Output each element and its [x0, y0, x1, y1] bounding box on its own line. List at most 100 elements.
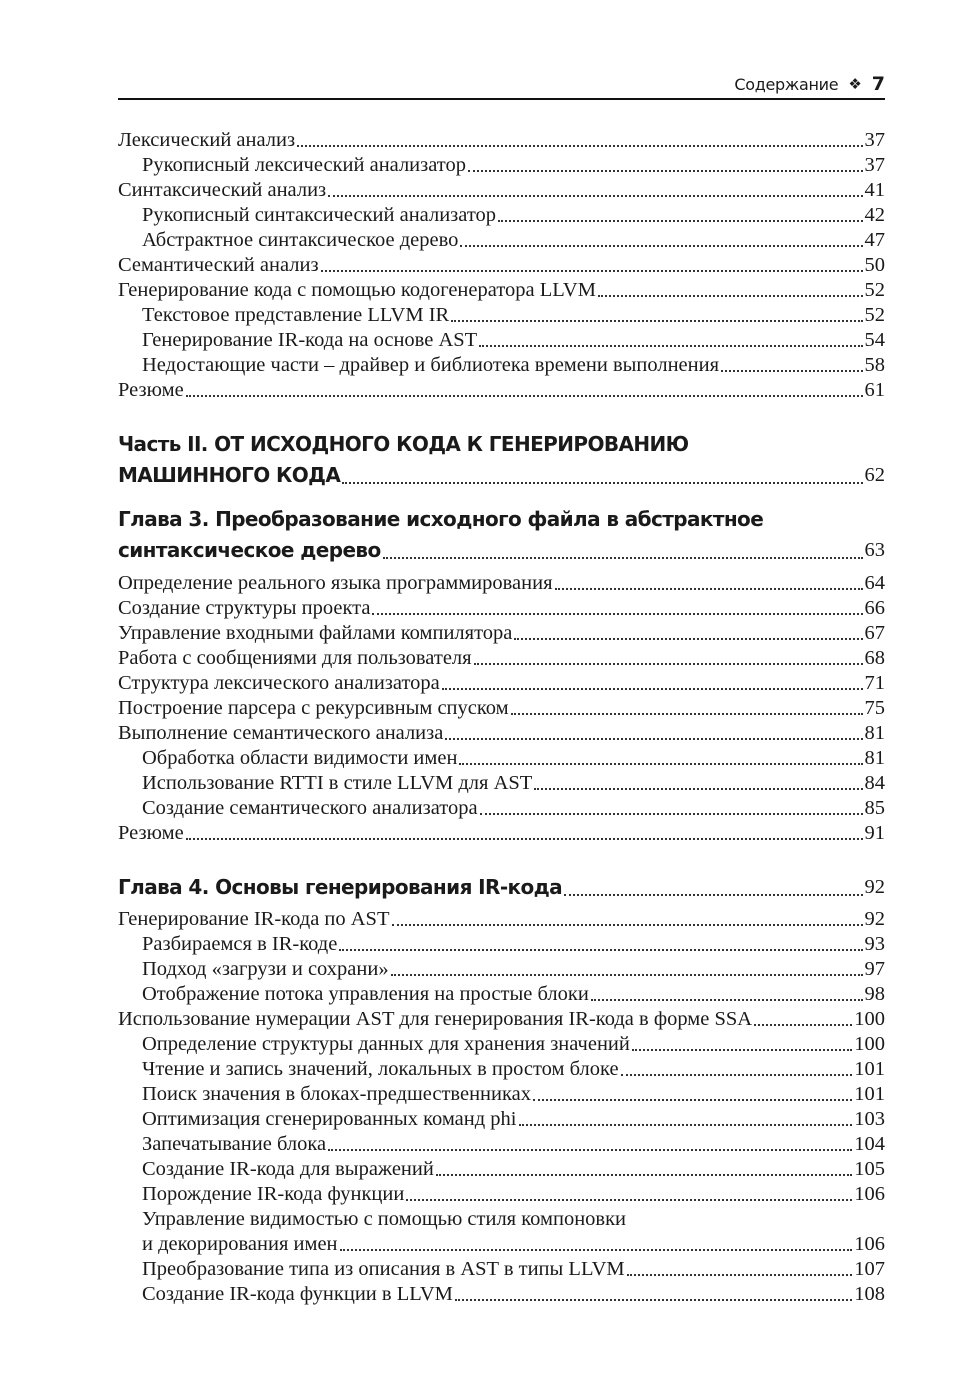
toc-entry[interactable]: Абстрактное синтаксическое дерево 47	[118, 228, 885, 253]
toc-entry[interactable]: Генерирование IR-кода по AST 92	[118, 907, 885, 932]
toc-heading[interactable]: МАШИННОГО КОДА 62	[118, 460, 885, 491]
toc-entry[interactable]: Синтаксический анализ 41	[118, 178, 885, 203]
dot-leader	[185, 838, 863, 840]
dot-leader	[479, 813, 863, 815]
toc-heading-block: Глава 4. Основы генерирования IR-кода 92	[118, 872, 885, 903]
toc-entry[interactable]: Определение реального языка программиров…	[118, 571, 885, 596]
toc-entry[interactable]: Оптимизация сгенерированных команд phi 10…	[118, 1107, 885, 1132]
entry-page-number: 106	[854, 1233, 885, 1255]
entry-page-number: 105	[854, 1158, 885, 1180]
entry-page-number: 81	[864, 722, 886, 744]
entry-title: Чтение и запись значений, локальных в пр…	[142, 1058, 619, 1080]
toc-entry[interactable]: Создание IR-кода функции в LLVM 108	[118, 1282, 885, 1307]
toc-entry[interactable]: Отображение потока управления на простые…	[118, 982, 885, 1007]
toc-entry[interactable]: Создание структуры проекта 66	[118, 596, 885, 621]
toc-entry[interactable]: Построение парсера с рекурсивным спуском…	[118, 696, 885, 721]
dot-leader	[454, 1299, 853, 1301]
entry-title: Создание структуры проекта	[118, 597, 371, 619]
dot-leader	[721, 370, 863, 372]
dot-leader	[473, 663, 863, 665]
toc-entry[interactable]: Использование нумерации AST для генериро…	[118, 1007, 885, 1032]
toc-entry[interactable]: Структура лексического анализатора 71	[118, 671, 885, 696]
entry-title: Глава 4. Основы генерирования IR-кода	[118, 875, 563, 899]
entry-title: Определение реального языка программиров…	[118, 572, 553, 594]
toc-entry[interactable]: Управление входными файлами компилятора 6…	[118, 621, 885, 646]
toc-heading[interactable]: Глава 4. Основы генерирования IR-кода 92	[118, 872, 885, 903]
toc-entry[interactable]: Разбираемся в IR-коде 93	[118, 932, 885, 957]
dot-leader	[479, 345, 863, 347]
toc-entry[interactable]: Определение структуры данных для хранени…	[118, 1032, 885, 1057]
entry-title: Лексический анализ	[118, 129, 296, 151]
entry-page-number: 101	[854, 1083, 885, 1105]
entry-title: Запечатывание блока	[142, 1133, 327, 1155]
dot-leader	[510, 713, 863, 715]
entry-title: Рукописный синтаксический анализатор	[142, 204, 497, 226]
entry-page-number: 58	[864, 354, 886, 376]
toc-entry[interactable]: Запечатывание блока 104	[118, 1132, 885, 1157]
entry-page-number: 75	[864, 697, 886, 719]
entry-title: Семантический анализ	[118, 254, 319, 276]
entry-title: Работа с сообщениями для пользователя	[118, 647, 472, 669]
toc-entry[interactable]: Резюме 91	[118, 821, 885, 846]
toc-entry[interactable]: и декорирования имен 106	[118, 1232, 885, 1257]
toc-entry[interactable]: Лексический анализ 37	[118, 128, 885, 153]
entry-title: Создание семантического анализатора	[142, 797, 478, 819]
toc-entry[interactable]: Преобразование типа из описания в AST в …	[118, 1257, 885, 1282]
dot-leader	[390, 974, 863, 976]
toc-entry[interactable]: Обработка области видимости имен 81	[118, 746, 885, 771]
entry-title: Часть II. ОТ ИСХОДНОГО КОДА К ГЕНЕРИРОВА…	[118, 432, 689, 456]
toc-entry[interactable]: Генерирование кода с помощью кодогенерат…	[118, 278, 885, 303]
dot-leader	[554, 588, 863, 590]
entry-title: Поиск значения в блоках-предшественниках	[142, 1083, 531, 1105]
dot-leader	[451, 320, 863, 322]
toc-heading[interactable]: синтаксическое дерево 63	[118, 535, 885, 566]
toc-entry[interactable]: Порождение IR-кода функции 106	[118, 1182, 885, 1207]
dot-leader	[185, 395, 863, 397]
entry-title: Преобразование типа из описания в AST в …	[142, 1258, 625, 1280]
toc-entry[interactable]: Недостающие части – драйвер и библиотека…	[118, 353, 885, 378]
entry-page-number: 106	[854, 1183, 885, 1205]
entry-page-number: 92	[864, 908, 886, 930]
toc-heading-block: Часть II. ОТ ИСХОДНОГО КОДА К ГЕНЕРИРОВА…	[118, 429, 885, 491]
entry-page-number: 37	[864, 154, 886, 176]
entry-title: Управление видимостью с помощью стиля ко…	[142, 1208, 627, 1230]
toc-heading[interactable]: Часть II. ОТ ИСХОДНОГО КОДА К ГЕНЕРИРОВА…	[118, 429, 885, 460]
toc-entry[interactable]: Резюме 61	[118, 378, 885, 403]
entry-page-number: 66	[864, 597, 886, 619]
dot-leader	[297, 145, 863, 147]
toc-entry[interactable]: Выполнение семантического анализа 81	[118, 721, 885, 746]
toc-entry[interactable]: Работа с сообщениями для пользователя 68	[118, 646, 885, 671]
toc-entry[interactable]: Семантический анализ 50	[118, 253, 885, 278]
ornament-icon: ❖	[848, 75, 862, 93]
toc-entry[interactable]: Генерирование IR-кода на основе AST 54	[118, 328, 885, 353]
toc-entry[interactable]: Управление видимостью с помощью стиля ко…	[118, 1207, 885, 1232]
entry-title: Управление входными файлами компилятора	[118, 622, 513, 644]
toc-entry[interactable]: Чтение и запись значений, локальных в пр…	[118, 1057, 885, 1082]
toc-entry[interactable]: Создание IR-кода для выражений 105	[118, 1157, 885, 1182]
toc-entry[interactable]: Поиск значения в блоках-предшественниках…	[118, 1082, 885, 1107]
entry-page-number: 97	[864, 958, 886, 980]
entry-page-number: 81	[864, 747, 886, 769]
dot-leader	[590, 999, 863, 1001]
toc-entry[interactable]: Использование RTTI в стиле LLVM для AST 8…	[118, 771, 885, 796]
entry-page-number: 98	[864, 983, 886, 1005]
entry-title: Генерирование кода с помощью кодогенерат…	[118, 279, 596, 301]
dot-leader	[445, 738, 863, 740]
entry-page-number: 100	[854, 1033, 885, 1055]
toc-entry[interactable]: Создание семантического анализатора 85	[118, 796, 885, 821]
dot-leader	[435, 1174, 853, 1176]
entry-page-number: 61	[864, 379, 886, 401]
toc-entry[interactable]: Текстовое представление LLVM IR 52	[118, 303, 885, 328]
entry-page-number: 52	[864, 279, 886, 301]
toc-entry[interactable]: Подход «загрузи и сохрани» 97	[118, 957, 885, 982]
entry-title: Генерирование IR-кода на основе AST	[142, 329, 478, 351]
entry-page-number: 91	[864, 822, 886, 844]
entry-title: Обработка области видимости имен	[142, 747, 458, 769]
toc-entry[interactable]: Рукописный лексический анализатор 37	[118, 153, 885, 178]
entry-page-number: 47	[864, 229, 886, 251]
entry-page-number: 103	[854, 1108, 885, 1130]
dot-leader	[320, 270, 863, 272]
toc-entry[interactable]: Рукописный синтаксический анализатор 42	[118, 203, 885, 228]
toc-heading[interactable]: Глава 3. Преобразование исходного файла …	[118, 504, 885, 535]
dot-leader	[391, 924, 863, 926]
